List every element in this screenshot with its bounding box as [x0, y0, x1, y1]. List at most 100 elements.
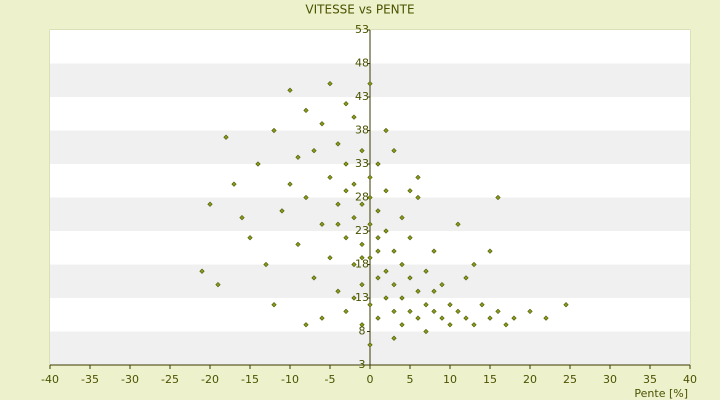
x-tick-label: 0: [367, 373, 374, 386]
point: [335, 201, 341, 207]
point: [359, 241, 365, 248]
x-tick-label: 40: [683, 373, 697, 386]
point: [359, 322, 365, 328]
point: [399, 295, 405, 301]
point: [343, 235, 349, 241]
point: [383, 127, 389, 134]
point: [319, 221, 325, 227]
point: [367, 342, 373, 348]
point: [423, 268, 429, 274]
point: [311, 275, 317, 281]
point: [327, 255, 333, 261]
point: [431, 308, 437, 315]
point: [391, 248, 397, 254]
point: [319, 121, 325, 127]
x-tick-label: 5: [407, 373, 414, 386]
point: [215, 281, 221, 288]
point: [343, 308, 349, 315]
x-tick-label: -15: [241, 373, 259, 386]
y-tick-label: 3: [359, 358, 366, 371]
point: [431, 248, 437, 254]
point: [447, 322, 453, 328]
point: [279, 208, 285, 214]
point: [423, 302, 429, 308]
point: [359, 201, 365, 207]
point: [367, 302, 373, 308]
point: [383, 188, 389, 194]
point: [455, 308, 461, 315]
y-tick-label: 38: [355, 124, 369, 137]
point: [287, 87, 293, 93]
point: [543, 315, 549, 321]
point: [415, 194, 421, 201]
point: [351, 261, 357, 268]
point: [223, 134, 229, 140]
point: [351, 114, 357, 120]
point: [207, 201, 213, 207]
point: [343, 188, 349, 194]
y-tick-label: 8: [359, 325, 366, 338]
x-tick-label: 15: [483, 373, 497, 386]
point: [391, 281, 397, 288]
point: [423, 328, 429, 335]
point: [495, 194, 501, 201]
x-axis-label: Pente [%]: [634, 387, 688, 400]
point: [271, 127, 277, 134]
point: [431, 288, 437, 294]
x-tick-label: 20: [523, 373, 537, 386]
point: [311, 147, 317, 154]
point: [399, 214, 405, 221]
point: [263, 261, 269, 268]
point: [295, 154, 301, 160]
point: [407, 188, 413, 194]
point: [351, 214, 357, 221]
point: [199, 268, 205, 274]
point: [295, 241, 301, 248]
y-tick-label: 28: [355, 191, 369, 204]
y-tick-label: 43: [355, 90, 369, 103]
point: [303, 107, 309, 114]
y-tick-label: 13: [355, 291, 369, 304]
point: [471, 322, 477, 328]
point: [231, 181, 237, 187]
point: [415, 174, 421, 181]
y-tick-label: 18: [355, 258, 369, 271]
point: [351, 295, 357, 301]
x-tick-label: 25: [563, 373, 577, 386]
point: [375, 235, 381, 241]
point: [247, 235, 253, 241]
point: [359, 281, 365, 288]
point: [407, 235, 413, 241]
point: [527, 308, 533, 315]
x-tick-label: -35: [81, 373, 99, 386]
y-tick-label: 48: [355, 57, 369, 70]
x-tick-label: 10: [443, 373, 457, 386]
point: [375, 208, 381, 214]
point: [391, 147, 397, 154]
chart-title: VITESSE vs PENTE: [305, 3, 414, 17]
point: [415, 288, 421, 294]
point: [359, 255, 365, 261]
x-tick-label: -40: [41, 373, 59, 386]
point: [367, 255, 373, 261]
point: [439, 281, 445, 288]
point: [383, 295, 389, 301]
point: [367, 80, 373, 87]
point: [391, 335, 397, 341]
point: [375, 315, 381, 321]
point: [391, 308, 397, 315]
point: [383, 268, 389, 274]
point: [375, 161, 381, 167]
y-tick-label: 53: [355, 23, 369, 36]
x-tick-label: 35: [643, 373, 657, 386]
point: [407, 308, 413, 315]
point: [463, 275, 469, 281]
point: [287, 181, 293, 187]
point: [487, 315, 493, 321]
x-tick-label: 30: [603, 373, 617, 386]
point: [479, 302, 485, 308]
point: [495, 308, 501, 315]
point: [351, 181, 357, 187]
point: [487, 248, 493, 254]
point: [327, 174, 333, 181]
